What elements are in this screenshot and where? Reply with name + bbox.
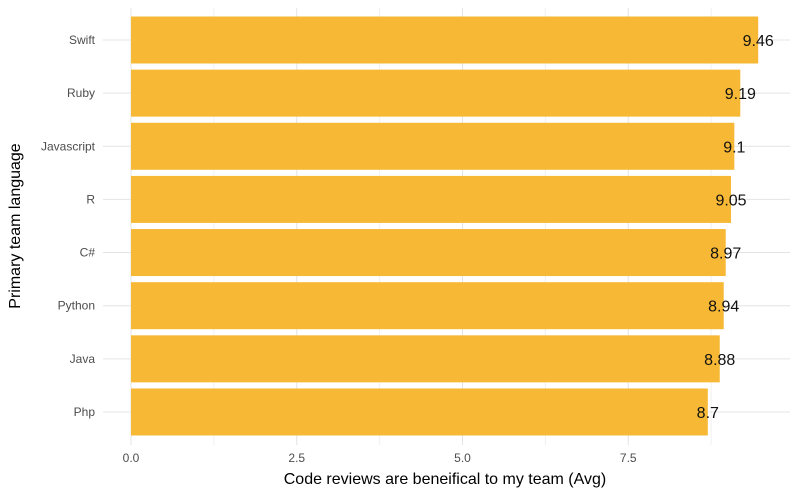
y-tick-label: R: [86, 192, 95, 206]
bar-csharp: [131, 229, 726, 277]
data-label: 8.94: [708, 299, 739, 316]
y-tick-label: C#: [80, 246, 96, 260]
data-label: 9.1: [723, 139, 745, 156]
x-tick-label: 5.0: [454, 451, 471, 465]
data-label: 9.19: [725, 86, 756, 103]
bar-python: [131, 282, 724, 330]
y-tick-label: Javascript: [41, 139, 96, 153]
data-label: 8.97: [710, 246, 741, 263]
y-tick-labels: Swift Ruby Javascript R C# Python Java Php: [41, 33, 96, 419]
x-tick-label: 7.5: [620, 451, 637, 465]
bar-php: [131, 388, 708, 436]
data-label: 9.05: [715, 192, 746, 209]
data-label: 8.88: [704, 352, 735, 369]
x-tick-label: 2.5: [288, 451, 305, 465]
y-tick-label: Java: [70, 352, 96, 366]
x-axis-title: Code reviews are beneifical to my team (…: [284, 471, 607, 488]
data-label: 8.7: [697, 405, 719, 422]
bar-java: [131, 335, 720, 383]
bar-ruby: [131, 69, 741, 117]
bar-swift: [131, 16, 759, 64]
y-tick-label: Python: [58, 299, 95, 313]
y-tick-label: Ruby: [67, 86, 95, 100]
bars: 9.46 9.19 9.1 9.05 8.97 8.94 8.88 8.7: [131, 16, 774, 436]
x-tick-label: 0.0: [123, 451, 140, 465]
bar-javascript: [131, 122, 735, 170]
y-tick-label: Php: [74, 405, 96, 419]
y-axis-title: Primary team language: [7, 143, 24, 309]
bar-r: [131, 175, 732, 223]
data-label: 9.46: [743, 33, 774, 50]
x-tick-labels: 0.0 2.5 5.0 7.5: [123, 451, 637, 465]
y-tick-label: Swift: [69, 33, 96, 47]
